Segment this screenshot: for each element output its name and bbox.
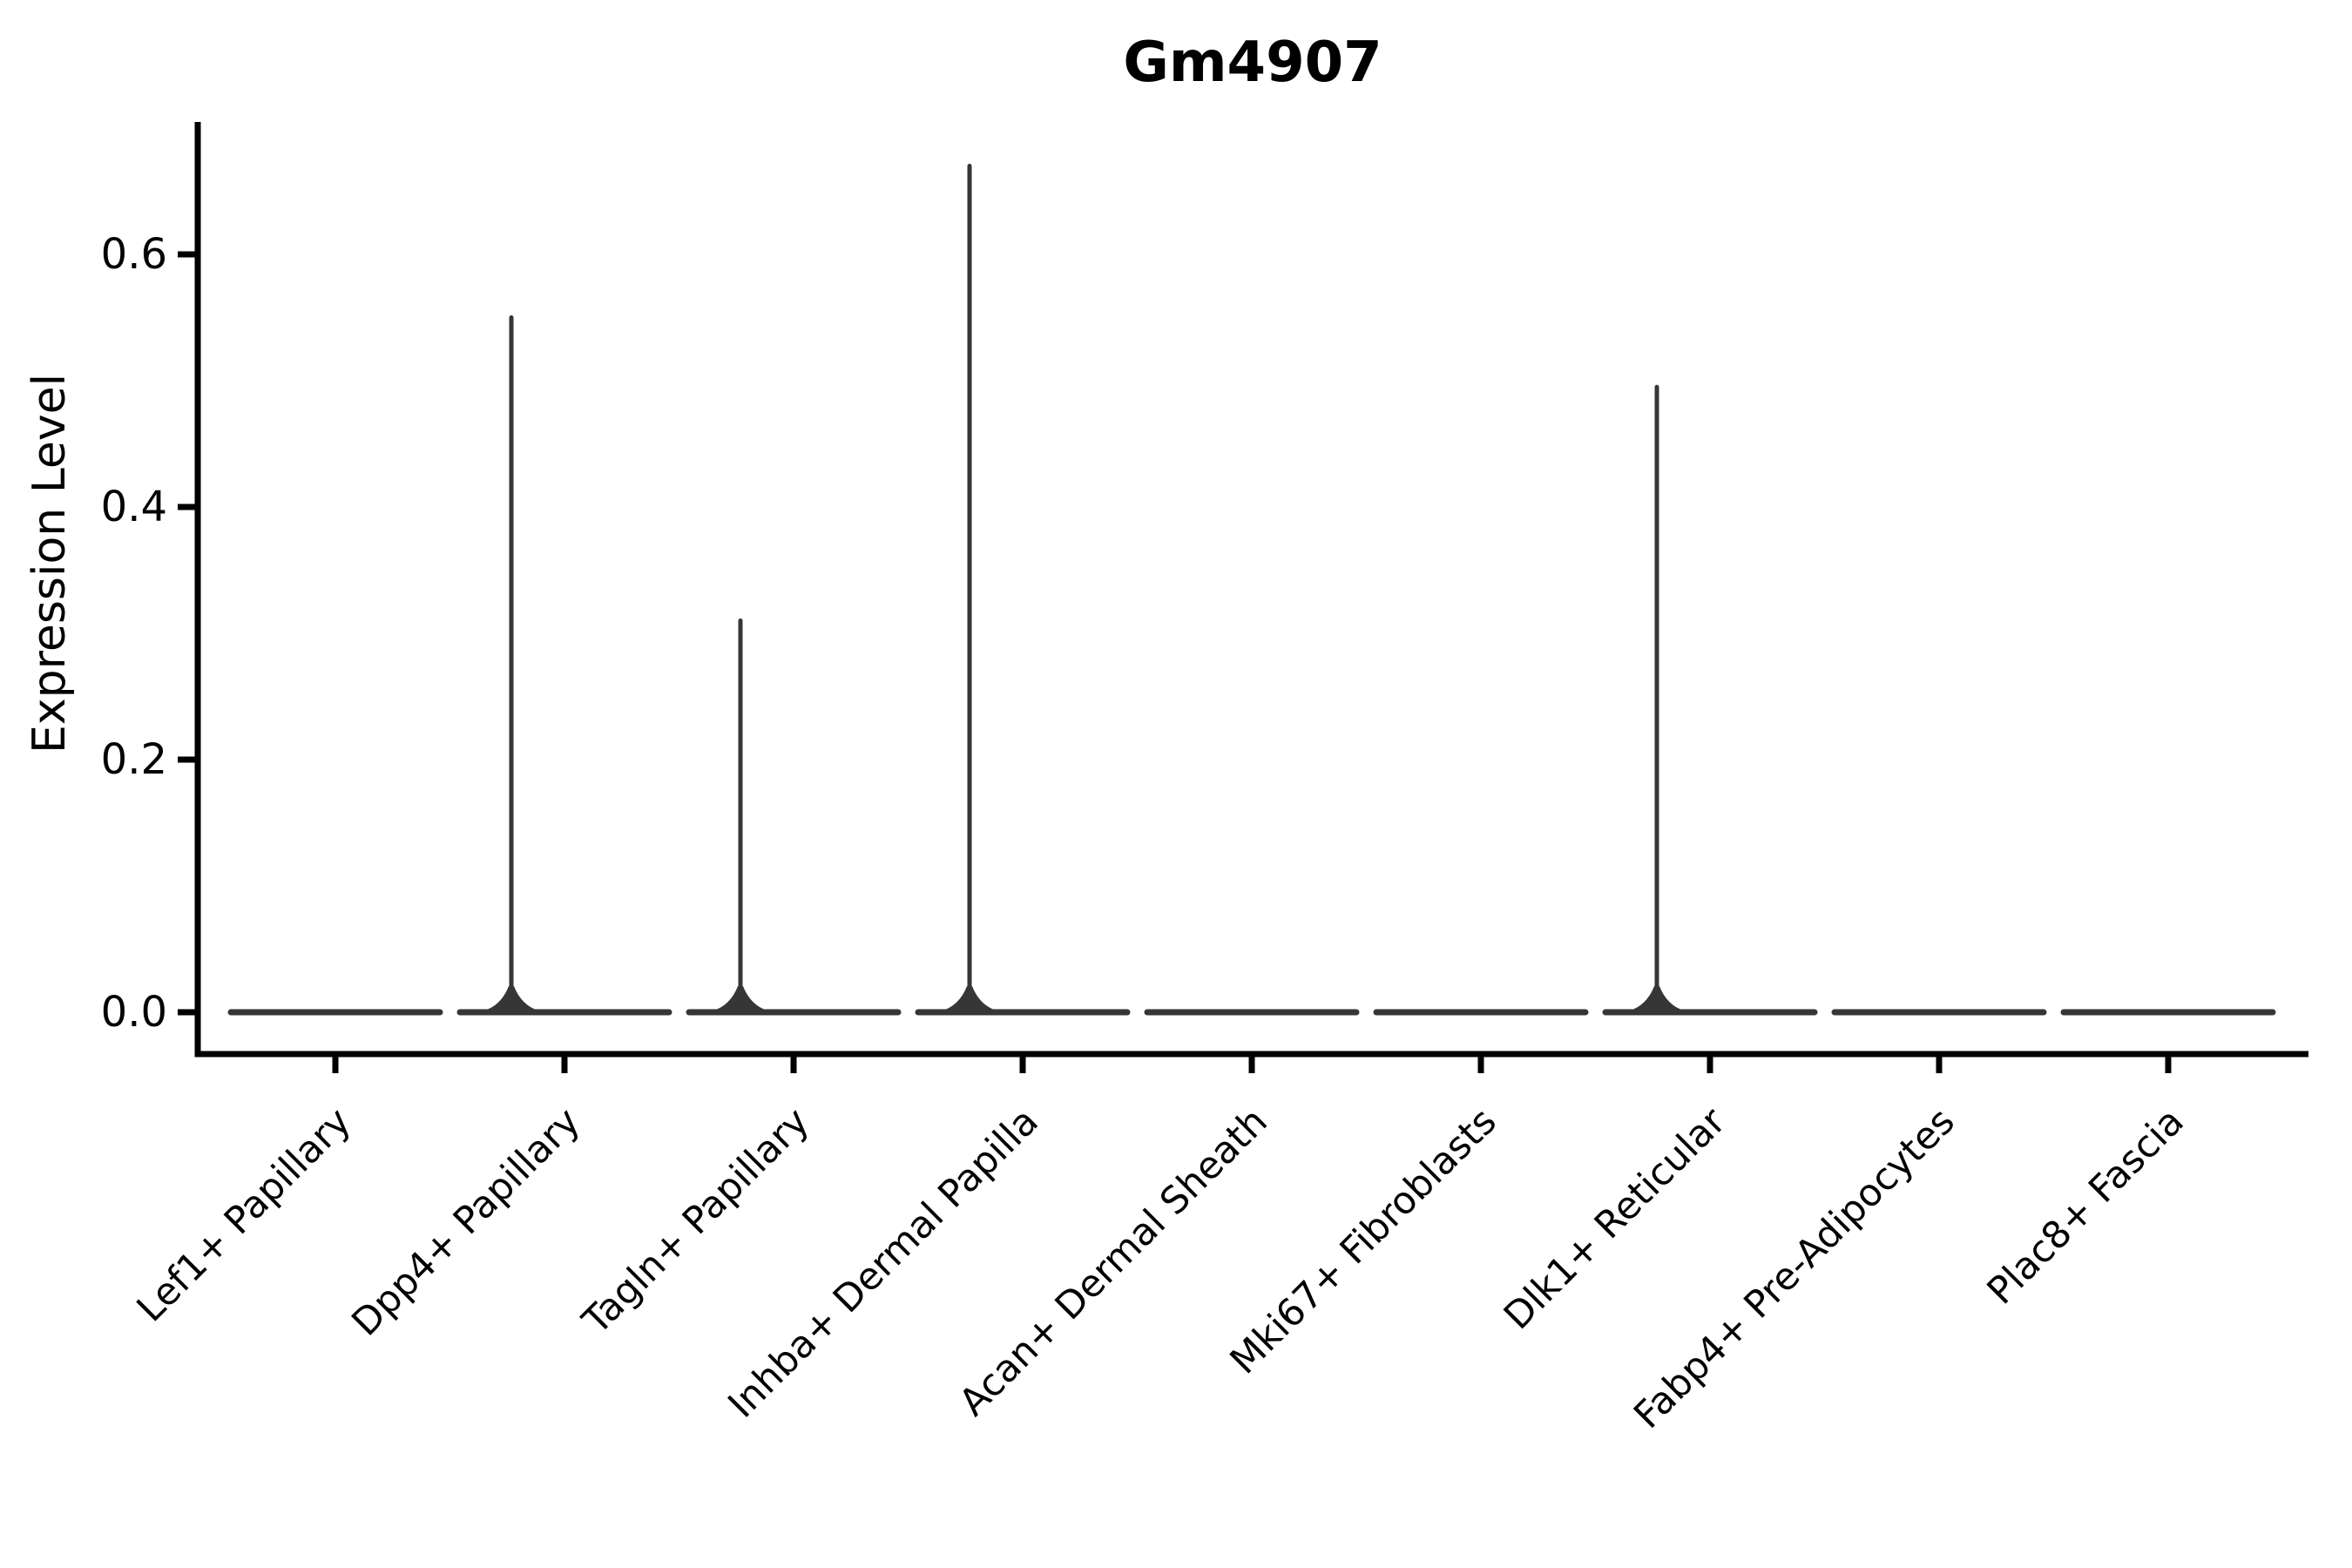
x-tick-label: Lef1+ Papillary <box>129 1099 360 1330</box>
x-tick-label: Mki67+ Fibroblasts <box>1222 1099 1505 1382</box>
y-axis-title: Expression Level <box>24 373 76 754</box>
x-tick-label: Tagln+ Papillary <box>574 1099 818 1343</box>
x-tick-label: Dpp4+ Papillary <box>344 1099 589 1344</box>
plot-title: Gm4907 <box>1123 30 1382 95</box>
y-tick-label: 0.4 <box>101 483 167 531</box>
y-tick-label: 0.0 <box>101 988 167 1037</box>
axes-spines <box>194 122 2308 1058</box>
y-tick-label: 0.6 <box>101 230 167 279</box>
x-tick-label: Plac8+ Fascia <box>1979 1099 2193 1313</box>
x-tick-label: Dlk1+ Reticular <box>1496 1099 1734 1338</box>
y-tick-label: 0.2 <box>101 735 167 784</box>
